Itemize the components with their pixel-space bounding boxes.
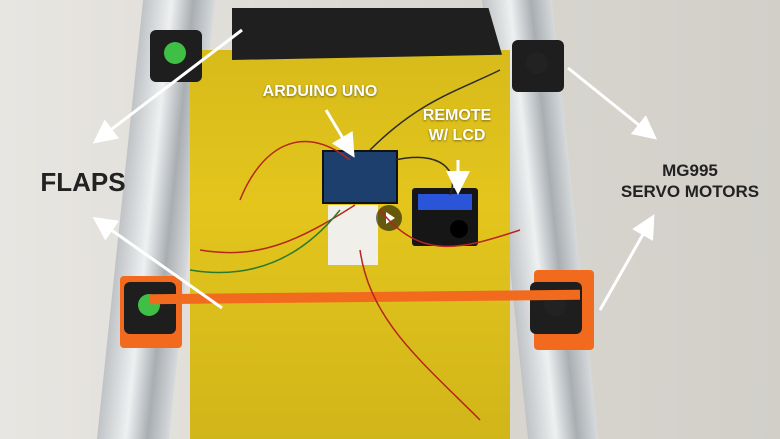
arrow-arduino: [324, 109, 355, 158]
servo-horn: [164, 42, 186, 64]
servo-top-right: [512, 40, 564, 92]
servo-horn: [526, 52, 548, 74]
arrow-flaps-top: [92, 28, 243, 144]
rotary-knob: [450, 220, 468, 238]
black-top-panel: [232, 8, 502, 60]
play-icon[interactable]: [376, 205, 402, 231]
label-remote: REMOTE W/ LCD: [412, 106, 502, 146]
servo-top-left: [150, 30, 202, 82]
label-arduino-uno: ARDUINO UNO: [262, 83, 378, 100]
label-servo-line1: MG995: [662, 161, 718, 180]
label-servo-line2: SERVO MOTORS: [620, 182, 760, 202]
label-servo-motors: MG995 SERVO MOTORS: [610, 160, 770, 203]
servo-bottom-left: [124, 282, 176, 334]
arrow-servo-top: [567, 66, 658, 140]
arrow-servo-bottom: [598, 214, 655, 311]
arrow-flaps-bottom: [92, 216, 223, 310]
label-remote-line1: REMOTE: [422, 107, 492, 124]
label-remote-line2: W/ LCD: [428, 127, 486, 144]
lcd-remote: [412, 188, 478, 246]
lcd-screen: [418, 194, 472, 210]
arduino-board: [322, 150, 398, 204]
label-flaps: FLAPS: [40, 167, 126, 197]
